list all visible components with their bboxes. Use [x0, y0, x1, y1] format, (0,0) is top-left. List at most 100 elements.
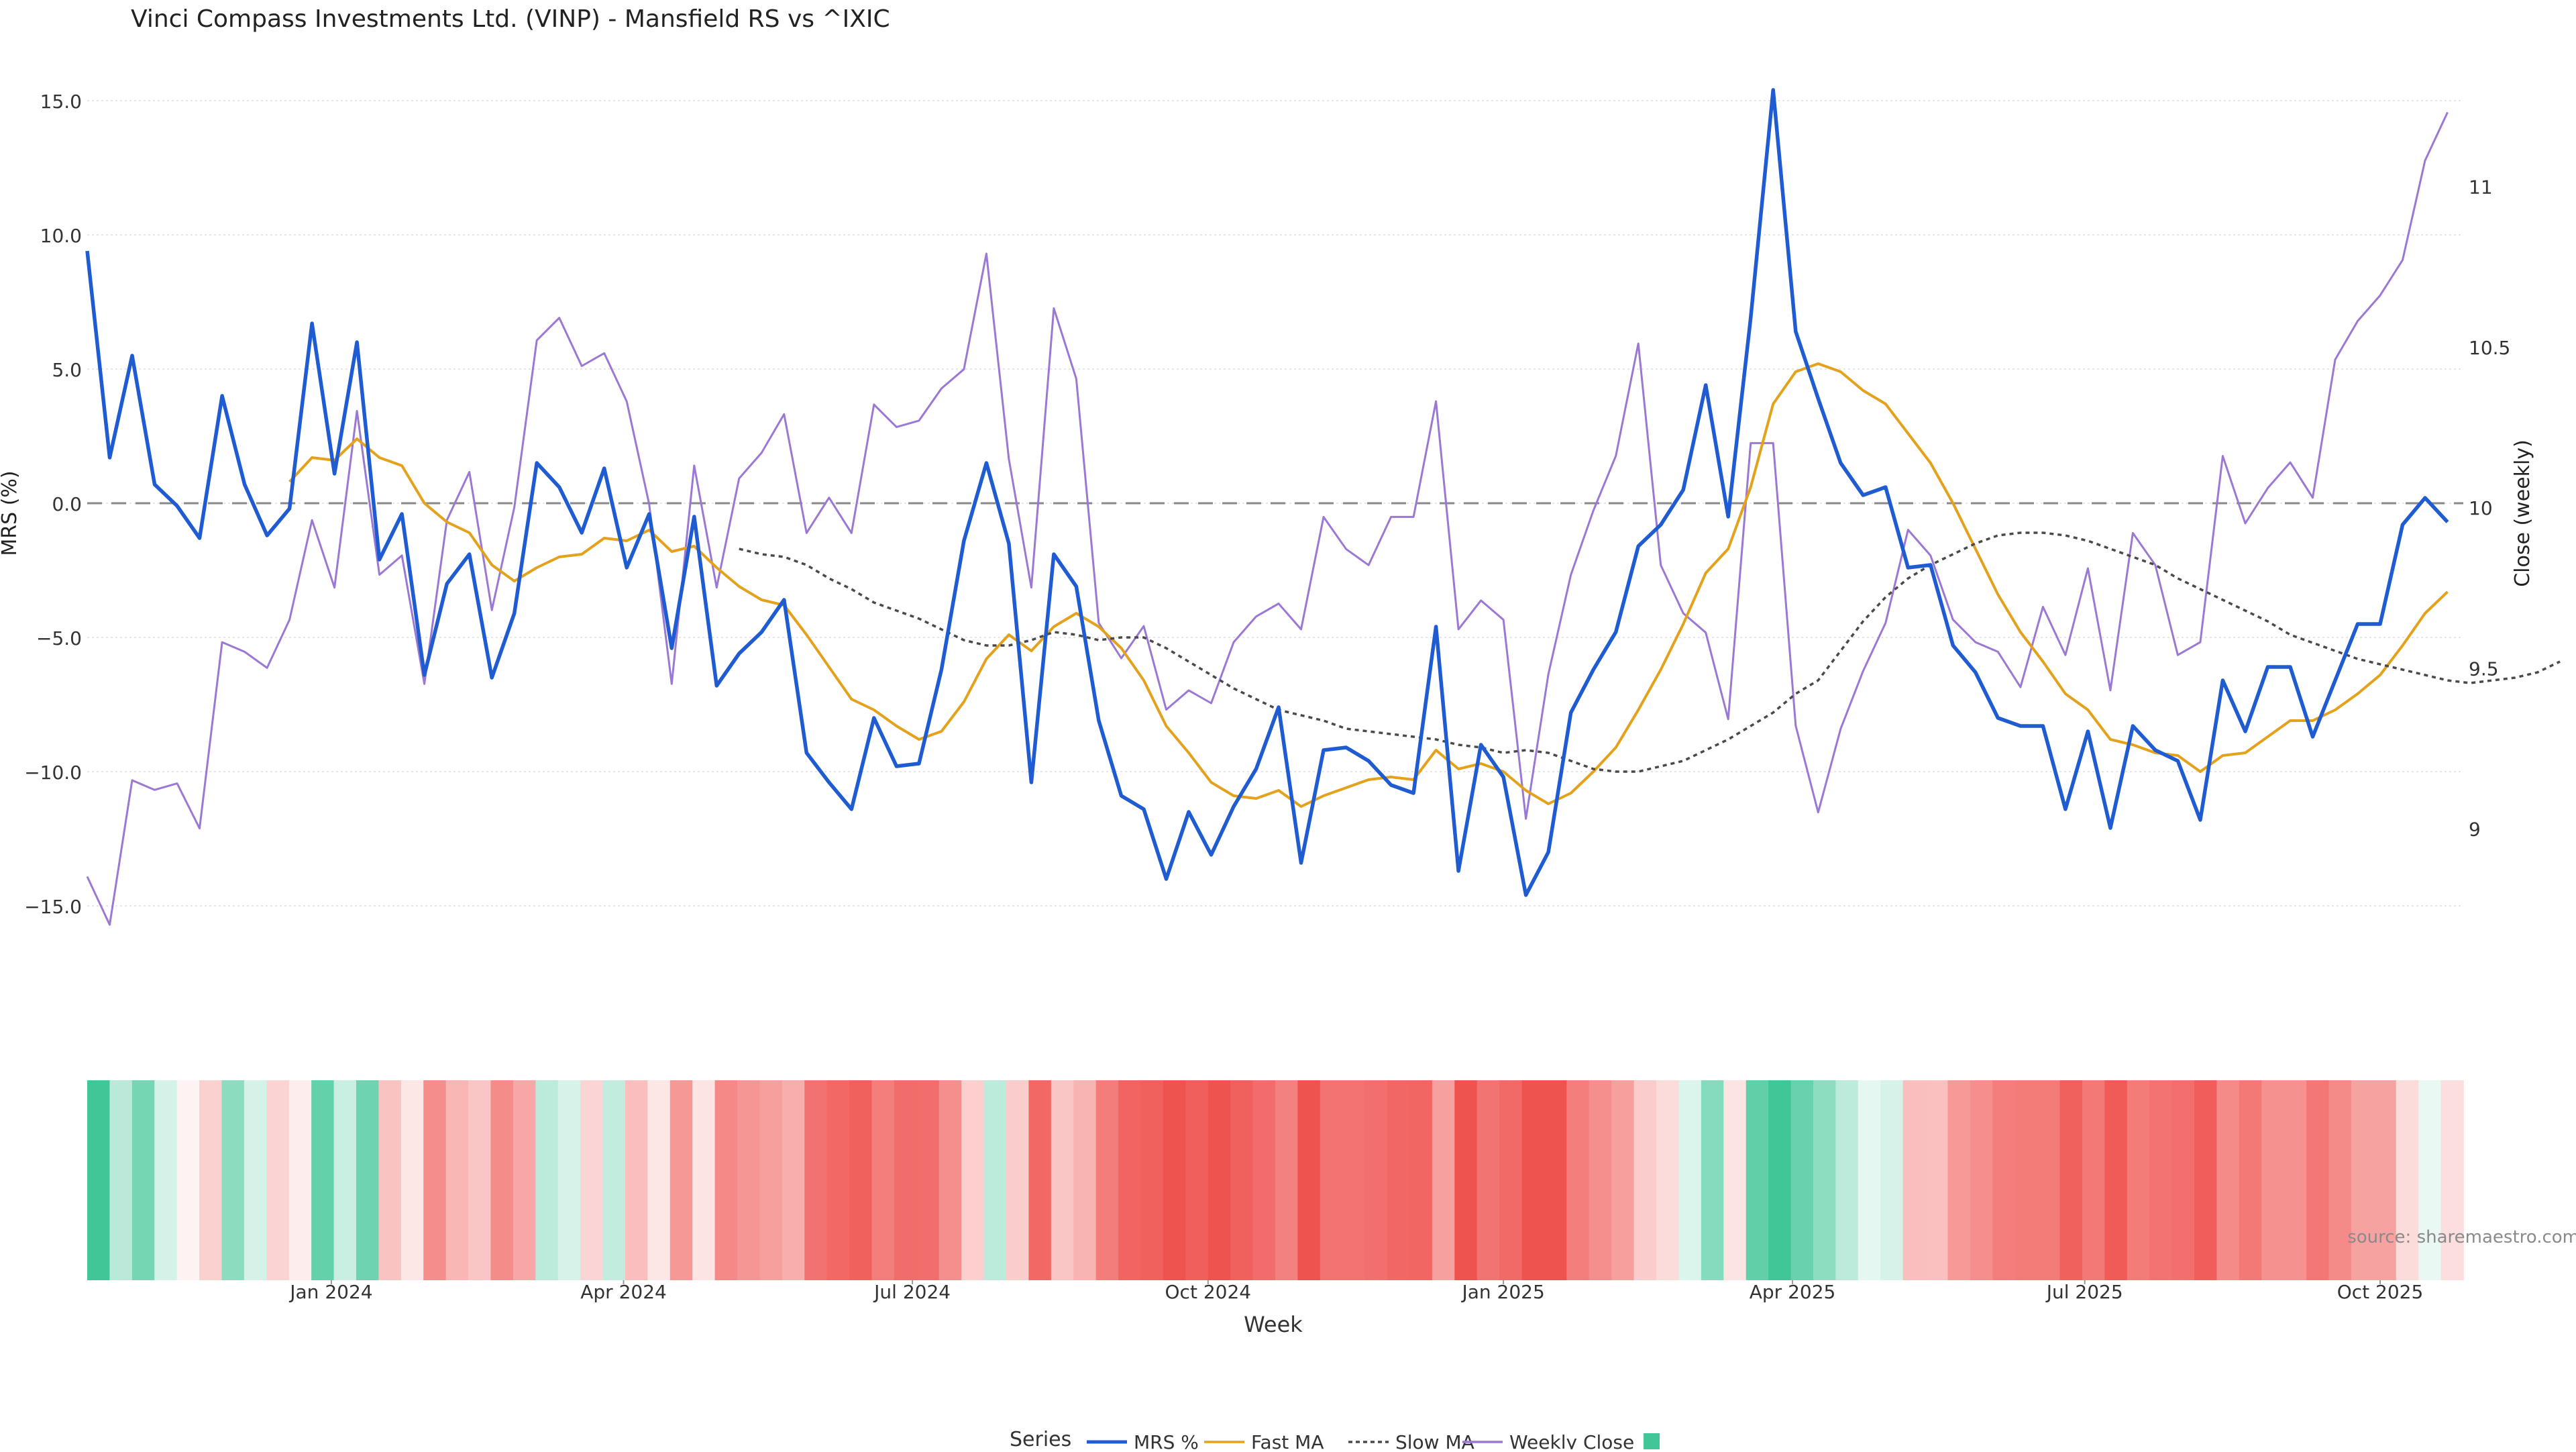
heatmap-cell: [2306, 1080, 2330, 1280]
y-tick-label: 5.0: [52, 359, 82, 381]
heatmap-cell: [513, 1080, 537, 1280]
heatmap-cell: [714, 1080, 738, 1280]
heatmap-cell: [1746, 1080, 1769, 1280]
heatmap-cell: [1678, 1080, 1702, 1280]
heatmap-cell: [1454, 1080, 1478, 1280]
heatmap-cell: [2328, 1080, 2352, 1280]
heatmap-cell: [2373, 1080, 2397, 1280]
heatmap-cell: [983, 1080, 1007, 1280]
heatmap-cell: [2149, 1080, 2173, 1280]
heatmap-cell: [1185, 1080, 1209, 1280]
heatmap-cell: [468, 1080, 492, 1280]
heatmap-cell: [938, 1080, 962, 1280]
heatmap-cell: [333, 1080, 357, 1280]
x-tick-label: Apr 2025: [1750, 1281, 1836, 1303]
series-line-slow-ma: [739, 531, 2561, 773]
heatmap-cell: [2015, 1080, 2038, 1280]
heatmap-cell: [445, 1080, 469, 1280]
heatmap-cell: [1342, 1080, 1366, 1280]
heatmap-cell: [1723, 1080, 1747, 1280]
x-tick-label: Oct 2025: [2337, 1281, 2424, 1303]
heatmap-cell: [1051, 1080, 1075, 1280]
legend-label: Weekly Close: [1509, 1431, 1634, 1449]
heatmap-cell: [557, 1080, 581, 1280]
heatmap-cell: [2261, 1080, 2285, 1280]
x-axis-label: Week: [1244, 1312, 1303, 1337]
source-note: source: sharemaestro.com: [2347, 1227, 2576, 1247]
heatmap-cell: [961, 1080, 985, 1280]
heatmap-cell: [1387, 1080, 1411, 1280]
y-tick-label: −10.0: [24, 762, 82, 784]
y2-tick-label: 10.5: [2469, 337, 2510, 359]
heatmap-cell: [1320, 1080, 1344, 1280]
legend-label: Fast MA: [1251, 1431, 1324, 1449]
heatmap-cell: [1028, 1080, 1052, 1280]
x-tick-label: Apr 2024: [580, 1281, 667, 1303]
heatmap-cell: [2194, 1080, 2218, 1280]
x-tick-label: Jul 2025: [2045, 1281, 2123, 1303]
heatmap-cell: [244, 1080, 268, 1280]
heatmap-cell: [1925, 1080, 1949, 1280]
y-tick-label: −15.0: [24, 896, 82, 918]
heatmap-cell: [1880, 1080, 1904, 1280]
heatmap-cell: [1858, 1080, 1882, 1280]
heatmap-cell: [1992, 1080, 2016, 1280]
heatmap-cell: [2171, 1080, 2195, 1280]
heatmap-cell: [109, 1080, 133, 1280]
heatmap-cell: [1813, 1080, 1837, 1280]
heatmap-cell: [2082, 1080, 2106, 1280]
heatmap-cell: [692, 1080, 716, 1280]
grid: [87, 100, 2463, 906]
y-axis-label: MRS (%): [0, 470, 21, 556]
heatmap-cell: [378, 1080, 402, 1280]
heatmap-cell: [266, 1080, 290, 1280]
heatmap-cell: [535, 1080, 559, 1280]
heatmap-cell: [625, 1080, 649, 1280]
heatmap-strip: [87, 1080, 2464, 1280]
x-axis: Jan 2024 Apr 2024 Jul 2024 Oct 2024 Jan 2025…: [288, 1280, 2423, 1303]
heatmap-cell: [1947, 1080, 1971, 1280]
heatmap-cell: [1902, 1080, 1926, 1280]
heatmap-cell: [2216, 1080, 2240, 1280]
y2-tick-label: 10: [2469, 497, 2493, 519]
heatmap-cell: [1006, 1080, 1030, 1280]
heatmap-cell: [871, 1080, 895, 1280]
heatmap-cell: [1477, 1080, 1500, 1280]
heatmap-cell: [2059, 1080, 2083, 1280]
heatmap-cell: [1835, 1080, 1859, 1280]
heatmap-cell: [1611, 1080, 1635, 1280]
heatmap-cell: [1701, 1080, 1725, 1280]
x-tick-label: Jan 2024: [288, 1281, 372, 1303]
y-tick-label: −5.0: [36, 627, 82, 650]
heatmap-cell: [1118, 1080, 1142, 1280]
heatmap-cell: [826, 1080, 850, 1280]
heatmap-cell: [2239, 1080, 2263, 1280]
series-line-fast-ma: [288, 362, 2449, 808]
heatmap-cell: [1544, 1080, 1568, 1280]
y2-tick-label: 9.5: [2469, 658, 2499, 680]
heatmap-cell: [2440, 1080, 2464, 1280]
y-tick-label: 15.0: [40, 91, 82, 113]
heatmap-cell: [490, 1080, 514, 1280]
heatmap-cell: [916, 1080, 940, 1280]
series-line-mrs: [85, 88, 2449, 897]
legend: Series MRS % Fast MA Slow MA Weekly Close: [1010, 1428, 1660, 1452]
heatmap-cell: [2351, 1080, 2375, 1280]
heatmap-cell: [647, 1080, 671, 1280]
heatmap-cell: [1095, 1080, 1119, 1280]
heatmap-cell: [1589, 1080, 1613, 1280]
heatmap-cell: [87, 1080, 111, 1280]
x-tick-label: Jan 2025: [1460, 1281, 1544, 1303]
heatmap-cell: [288, 1080, 312, 1280]
heatmap-cell: [221, 1080, 245, 1280]
heatmap-cell: [1790, 1080, 1814, 1280]
heatmap-cell: [423, 1080, 447, 1280]
heatmap-cell: [2418, 1080, 2442, 1280]
legend-heatmap-swatch: [1644, 1433, 1660, 1449]
heatmap-cell: [1208, 1080, 1231, 1280]
y2-tick-label: 11: [2469, 176, 2493, 199]
heatmap-cell: [669, 1080, 694, 1280]
heatmap-cell: [1409, 1080, 1433, 1280]
heatmap-cell: [199, 1080, 223, 1280]
